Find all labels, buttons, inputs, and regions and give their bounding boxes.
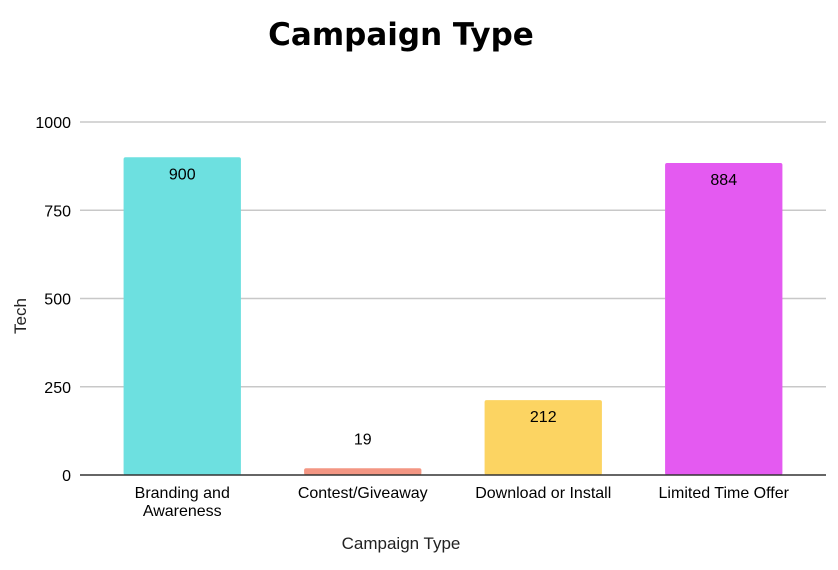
- y-tick-label: 1000: [35, 115, 71, 132]
- bar: [484, 400, 602, 475]
- chart-title: Campaign Type: [268, 17, 534, 53]
- y-tick-label: 500: [44, 292, 71, 309]
- category-label: Awareness: [143, 503, 222, 520]
- data-labels: 900 19 212 884: [169, 166, 737, 448]
- y-tick-label: 250: [44, 380, 71, 397]
- y-tick-label: 750: [44, 203, 71, 220]
- category-label: Branding and: [135, 485, 230, 502]
- y-tick-label: 0: [62, 468, 71, 485]
- data-label: 212: [530, 409, 557, 426]
- bar: [665, 162, 783, 475]
- category-label: Limited Time Offer: [659, 485, 790, 502]
- data-label: 19: [354, 431, 372, 448]
- bars: [123, 157, 783, 476]
- x-axis-title: Campaign Type: [342, 534, 461, 553]
- data-label: 900: [169, 166, 196, 183]
- bar: [123, 157, 241, 476]
- category-label: Contest/Giveaway: [298, 485, 428, 502]
- category-label: Download or Install: [475, 485, 611, 502]
- data-label: 884: [710, 172, 737, 189]
- y-axis-title: Tech: [11, 298, 30, 334]
- y-tick-labels: 0 250 500 750 1000: [35, 115, 71, 485]
- bar: [304, 468, 422, 475]
